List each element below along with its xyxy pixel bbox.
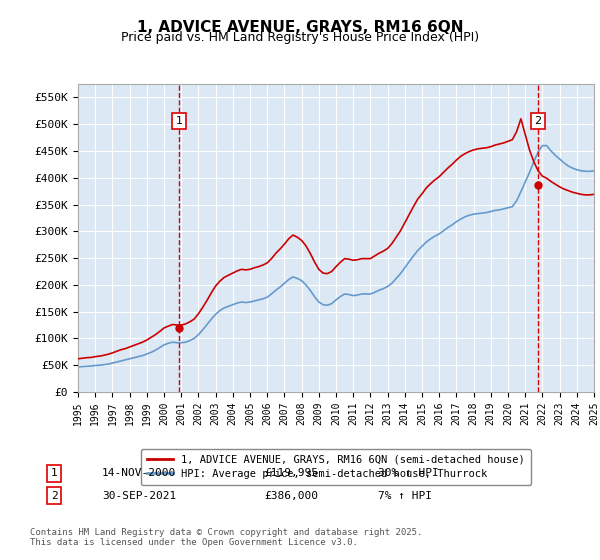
Text: 2: 2 xyxy=(535,116,542,126)
Text: Contains HM Land Registry data © Crown copyright and database right 2025.
This d: Contains HM Land Registry data © Crown c… xyxy=(30,528,422,547)
Text: 1: 1 xyxy=(175,116,182,126)
Text: £119,995: £119,995 xyxy=(264,468,318,478)
Text: £386,000: £386,000 xyxy=(264,491,318,501)
Text: 14-NOV-2000: 14-NOV-2000 xyxy=(102,468,176,478)
Text: 30% ↑ HPI: 30% ↑ HPI xyxy=(378,468,439,478)
Text: 1, ADVICE AVENUE, GRAYS, RM16 6QN: 1, ADVICE AVENUE, GRAYS, RM16 6QN xyxy=(137,20,463,35)
Text: 7% ↑ HPI: 7% ↑ HPI xyxy=(378,491,432,501)
Legend: 1, ADVICE AVENUE, GRAYS, RM16 6QN (semi-detached house), HPI: Average price, sem: 1, ADVICE AVENUE, GRAYS, RM16 6QN (semi-… xyxy=(140,449,532,486)
Text: Price paid vs. HM Land Registry's House Price Index (HPI): Price paid vs. HM Land Registry's House … xyxy=(121,31,479,44)
Text: 2: 2 xyxy=(50,491,58,501)
Text: 1: 1 xyxy=(50,468,58,478)
Text: 30-SEP-2021: 30-SEP-2021 xyxy=(102,491,176,501)
